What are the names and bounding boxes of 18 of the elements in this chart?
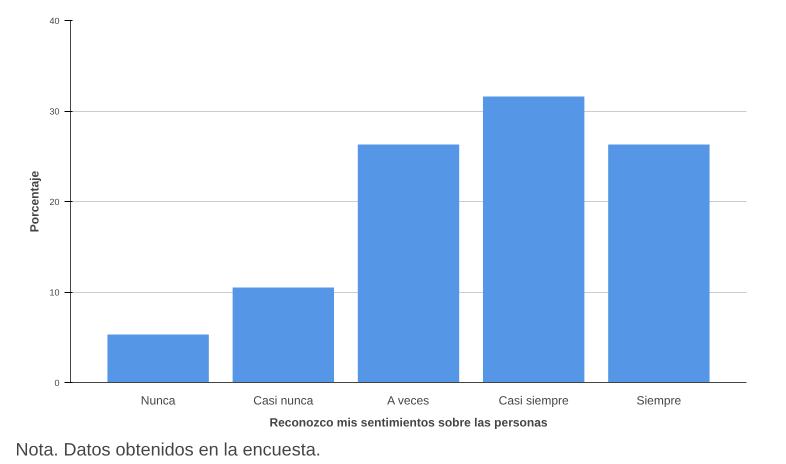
x-tick-label: Casi siempre	[498, 394, 570, 408]
bar	[482, 96, 584, 382]
text: Nota. Datos obtenidos en la encuesta.	[16, 440, 321, 460]
x-tick-label: Nunca	[140, 394, 176, 408]
y-tick-label: 20	[49, 197, 60, 207]
y-tick-label: 40	[49, 16, 60, 26]
bar	[107, 334, 209, 382]
x-axis-title: Reconozco mis sentimientos sobre las personas	[269, 416, 548, 430]
x-tick-label: A veces	[387, 394, 430, 408]
y-axis-title: Porcentaje	[27, 170, 42, 232]
bar	[608, 144, 710, 382]
bar	[358, 144, 460, 382]
y-tick-label: 10	[49, 288, 60, 298]
x-tick-label: Casi nunca	[253, 394, 314, 408]
y-tick-label: 30	[49, 106, 60, 116]
bar	[232, 287, 334, 382]
x-tick-label: Siempre	[636, 394, 682, 408]
y-tick-label: 0	[54, 378, 60, 388]
